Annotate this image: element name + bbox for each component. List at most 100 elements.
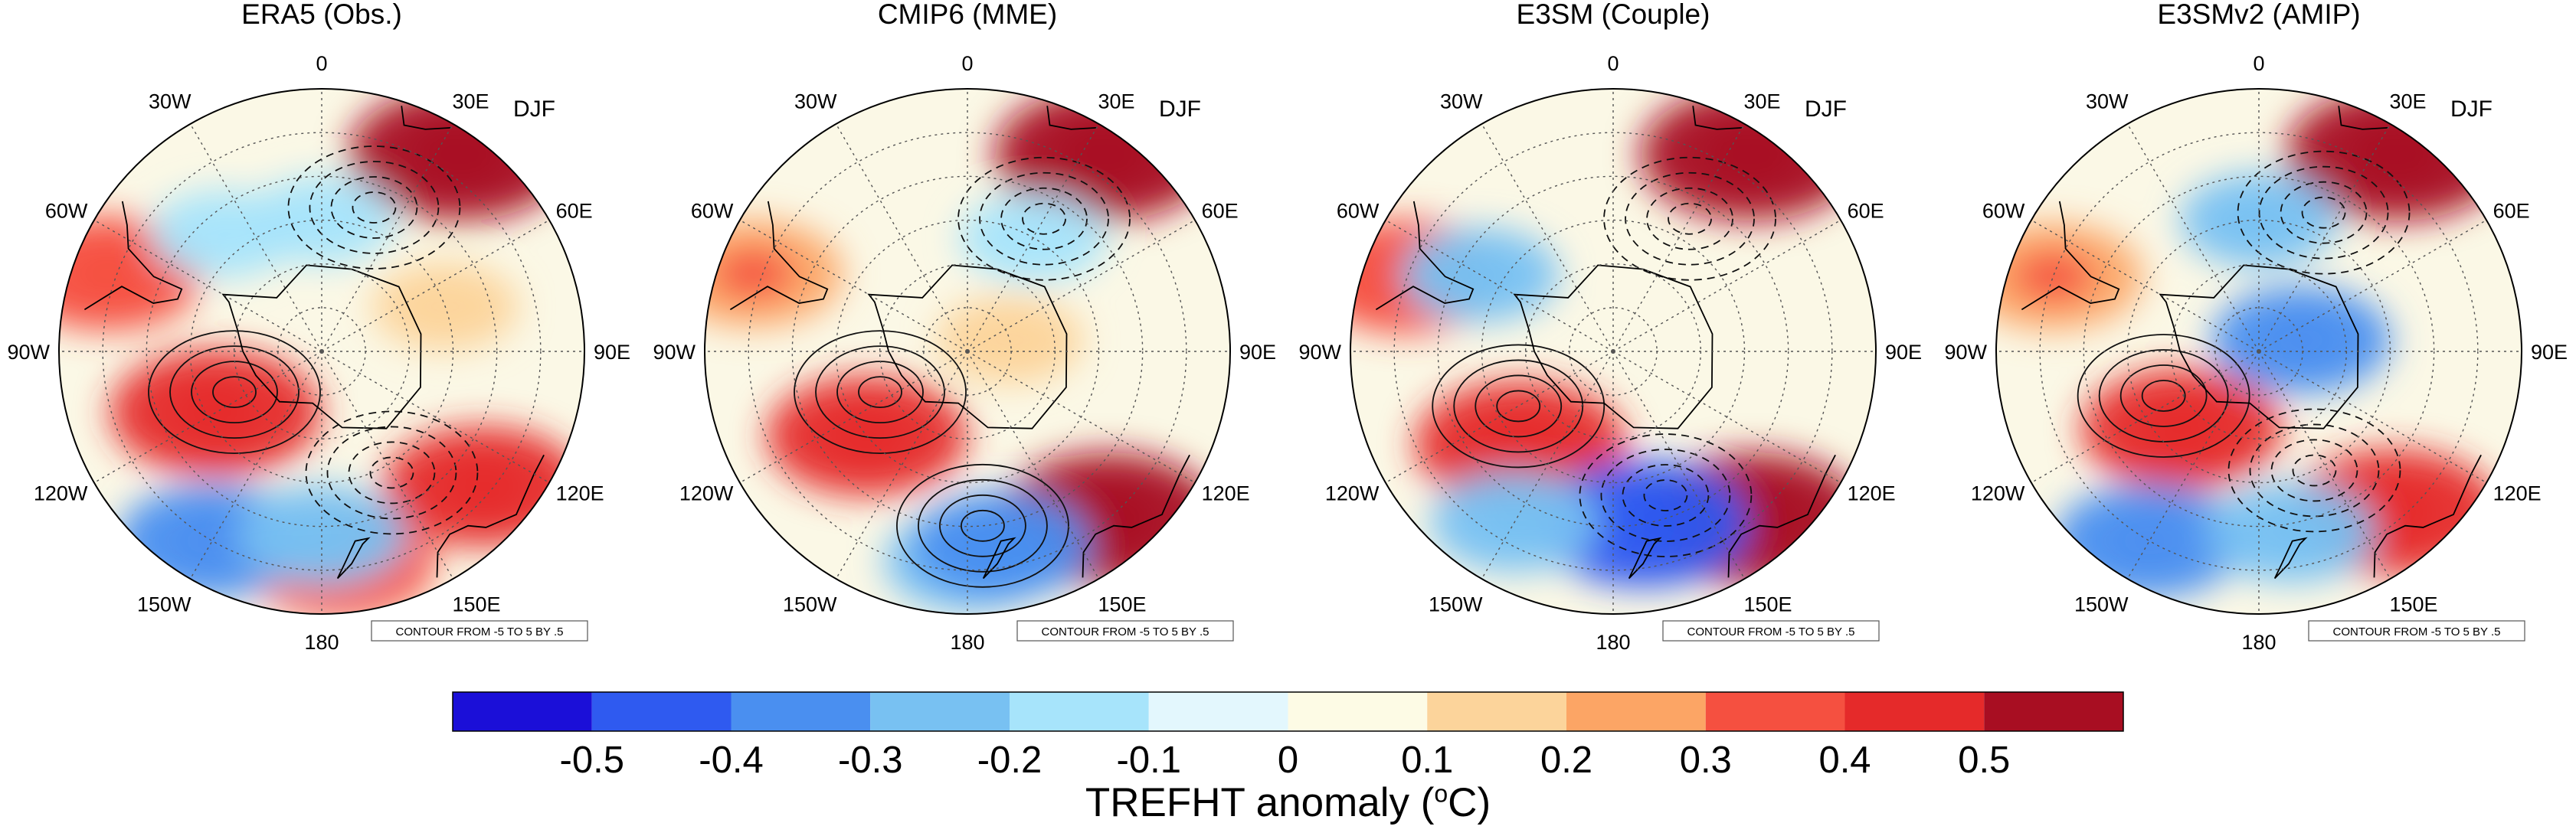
panel-era5: ERA5 (Obs.) 0 30E 60E 90E 120E 150E 180 150W 120… <box>0 0 643 658</box>
colorbar-tick-label: -0.2 <box>977 740 1043 781</box>
meridian <box>321 351 550 484</box>
colorbar-title-degree: o <box>1434 779 1448 808</box>
meridian <box>967 123 1100 352</box>
meridian <box>967 219 1196 352</box>
contour-note-box <box>371 620 588 642</box>
latitude-circle <box>146 175 498 527</box>
longitude-label: 30E <box>1744 90 1781 113</box>
longitude-label: 120E <box>2493 482 2542 505</box>
colorbar-tick-label: -0.1 <box>1116 740 1181 781</box>
longitude-label: 30W <box>2086 90 2129 113</box>
map-border <box>704 88 1231 615</box>
longitude-label: 60E <box>2493 200 2530 223</box>
longitude-label: 120E <box>556 482 604 505</box>
colorbar-swatch <box>1288 692 1428 731</box>
longitude-label: 120W <box>1325 482 1380 505</box>
map-border <box>1350 88 1877 615</box>
contour-line <box>815 345 945 439</box>
australia-coast <box>1727 454 1836 578</box>
colorbar-swatch <box>453 692 592 731</box>
australia-coast <box>1082 454 1190 578</box>
panel-title: E3SMv2 (AMIP) <box>2157 0 2361 30</box>
colorbar-tick-label: 0.2 <box>1540 740 1593 781</box>
colorbar-swatch <box>1705 692 1845 731</box>
contour-line <box>1668 202 1712 235</box>
contour-line <box>1475 374 1563 438</box>
contour-lines <box>2077 150 2411 533</box>
meridian <box>1612 123 1746 352</box>
longitude-label: 150W <box>783 593 837 616</box>
contour-line <box>305 410 479 535</box>
meridian <box>1385 219 1614 352</box>
meridian <box>1385 351 1614 484</box>
latitude-circle <box>1437 175 1789 527</box>
contour-line <box>2249 423 2380 518</box>
latitude-circle <box>2126 219 2391 484</box>
panel-cmip6: CMIP6 (MME) 0 30E 60E 90E 120E 150E 180 150W 120… <box>646 0 1289 658</box>
longitude-label: 150E <box>453 593 501 616</box>
graticule <box>59 89 584 614</box>
colorbar-frame <box>452 691 2124 732</box>
contour-lines <box>148 145 479 535</box>
meridian <box>2031 219 2260 352</box>
longitude-label: 60E <box>1202 200 1239 223</box>
contour-note-text: CONTOUR FROM -5 TO 5 BY .5 <box>2333 625 2501 638</box>
anomaly-core <box>288 199 355 241</box>
australia-coast <box>436 454 545 578</box>
longitude-label: 120E <box>1202 482 1250 505</box>
contour-line <box>1600 449 1731 542</box>
meridian <box>2258 351 2487 484</box>
meridian <box>967 351 1100 580</box>
africa-coast <box>401 106 451 130</box>
longitude-label: 60W <box>1337 200 1380 223</box>
longitude-label: 60E <box>556 200 593 223</box>
meridian <box>835 123 968 352</box>
colorbar-tick-label: 0.1 <box>1401 740 1454 781</box>
colorbar-tick-label: -0.3 <box>838 740 903 781</box>
anomaly-core <box>2260 315 2342 365</box>
meridian <box>189 123 322 352</box>
season-label: DJF <box>1159 96 1201 122</box>
africa-coast <box>1692 106 1743 130</box>
contour-line <box>1000 187 1088 250</box>
colorbar-title-text: TREFHT anomaly ( <box>1085 780 1435 825</box>
anomaly-core <box>2223 198 2295 243</box>
colorbar-swatch <box>1566 692 1706 731</box>
contour-line <box>794 330 967 455</box>
meridian <box>93 351 322 484</box>
longitude-label: 30W <box>149 90 191 113</box>
longitude-label: 150E <box>1744 593 1792 616</box>
contour-line <box>369 456 414 489</box>
longitude-label: 30E <box>1098 90 1135 113</box>
latitude-circle <box>1481 219 1746 484</box>
longitude-label: 30E <box>453 90 489 113</box>
meridian <box>1612 351 1746 580</box>
new-zealand-coast <box>1628 537 1662 580</box>
longitude-label: 0 <box>316 52 327 75</box>
polar-map: 0 30E 60E 90E 120E 150E 180 150W 120W 90W 60W 30W DJ… <box>1944 52 2568 654</box>
latitude-circle <box>791 175 1144 527</box>
meridian <box>321 351 454 580</box>
longitude-label: 0 <box>1607 52 1619 75</box>
longitude-label: 120W <box>1971 482 2025 505</box>
africa-coast <box>1046 106 1097 130</box>
contour-line <box>858 376 902 409</box>
longitude-label: 120W <box>34 482 88 505</box>
longitude-label: 180 <box>1596 631 1630 654</box>
colorbar-title: TREFHT anomaly (oC) <box>0 779 2576 826</box>
contour-line <box>918 478 1048 573</box>
anomaly-core <box>64 247 151 301</box>
south-america-coast <box>1375 201 1475 311</box>
longitude-label: 90E <box>1239 341 1276 364</box>
colorbar-title-unit: C) <box>1448 780 1491 825</box>
polar-map: 0 30E 60E 90E 120E 150E 180 150W 120W 90W 60W 30W DJ… <box>653 52 1276 654</box>
meridian <box>2258 219 2487 352</box>
anomaly-core <box>2012 251 2094 302</box>
longitude-label: 90W <box>1944 341 1987 364</box>
colorbar-tick-label: 0 <box>1277 740 1299 781</box>
contour-line <box>169 345 299 439</box>
graticule <box>705 89 1230 614</box>
contour-note-text: CONTOUR FROM -5 TO 5 BY .5 <box>1042 625 1209 638</box>
colorbar-swatch <box>731 692 871 731</box>
contour-line <box>352 191 397 224</box>
